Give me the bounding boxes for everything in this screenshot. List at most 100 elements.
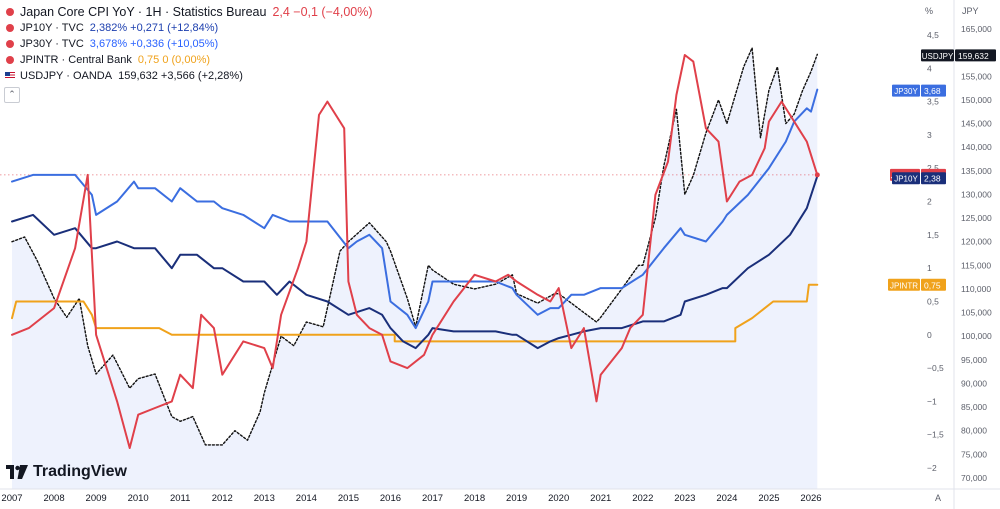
jp10y-dot-icon (6, 24, 14, 32)
badge-name-jpintr: JPINTR (890, 281, 918, 290)
legend-values: 159,632 +3,566 (+2,28%) (118, 70, 243, 82)
badge-name-jp10y: JP10Y (894, 175, 918, 184)
legend-name: JP30Y · TVC (20, 38, 84, 50)
us-flag-icon (5, 72, 15, 80)
x-tick-label: 2020 (548, 493, 569, 504)
badge-tag-usdjpy (921, 49, 954, 62)
pct-tick-label: 2 (927, 197, 932, 207)
jpy-tick-label: 85,000 (961, 402, 987, 412)
x-tick-label: 2017 (422, 493, 443, 504)
x-tick-label: 2018 (464, 493, 485, 504)
x-tick-label: 2021 (590, 493, 611, 504)
x-tick-label: 2010 (128, 493, 149, 504)
legend: Japan Core CPI YoY · 1H · Statistics Bur… (4, 4, 373, 103)
legend-row-jp10y[interactable]: JP10Y · TVC 2,382% +0,271 (+12,84%) (4, 20, 373, 36)
jpy-tick-label: 105,000 (961, 308, 992, 318)
jpy-tick-label: 145,000 (961, 119, 992, 129)
badge-value-bg-usdjpy (955, 49, 996, 62)
legend-values: 2,382% +0,271 (+12,84%) (89, 22, 219, 34)
badge-tag-jp10y (892, 172, 920, 185)
badge-value-jpintr: 0,75 (924, 280, 941, 290)
jpy-tick-label: 150,000 (961, 95, 992, 105)
legend-values: 0,75 0 (0,00%) (137, 54, 211, 66)
pct-tick-label: 1 (927, 263, 932, 273)
jpy-tick-label: 100,000 (961, 331, 992, 341)
jpy-axis-unit: JPY (962, 6, 979, 16)
badge-name-jp30y: JP30Y (894, 87, 918, 96)
pct-tick-label: −0,5 (927, 363, 944, 373)
x-tick-label: 2023 (674, 493, 695, 504)
collapse-legend-button[interactable]: ⌃ (4, 87, 20, 103)
legend-name: Japan Core CPI YoY · 1H · Statistics Bur… (20, 5, 267, 19)
x-tick-label: 2013 (254, 493, 275, 504)
x-tick-label: 2011 (170, 493, 190, 504)
legend-values: 3,678% +0,336 (+10,05%) (89, 38, 219, 50)
legend-row-cpi[interactable]: Japan Core CPI YoY · 1H · Statistics Bur… (4, 4, 373, 20)
series-line-jp10y[interactable] (11, 175, 819, 350)
pct-tick-label: −1 (927, 396, 937, 406)
jpy-tick-label: 95,000 (961, 355, 987, 365)
series-line-jp30y[interactable] (11, 88, 819, 330)
usdjpy-area (12, 47, 818, 490)
cpi-dot-icon (6, 8, 14, 16)
badge-tag-jpintr (888, 278, 920, 291)
pct-tick-label: 0 (927, 330, 932, 340)
badge-value-bg-jp10y (921, 172, 946, 185)
jpy-tick-label: 140,000 (961, 142, 992, 152)
jpy-tick-label: 130,000 (961, 189, 992, 199)
series-line-jpintr[interactable] (11, 283, 819, 343)
legend-name: USDJPY · OANDA (20, 70, 113, 82)
jpy-tick-label: 90,000 (961, 378, 987, 388)
pct-tick-label: 3 (927, 130, 932, 140)
pct-tick-label: 2,5 (927, 163, 939, 173)
badge-value-jp30y: 3,68 (924, 86, 941, 96)
pct-axis-unit: % (925, 6, 933, 16)
x-tick-label: 2026 (800, 493, 821, 504)
jpy-tick-label: 155,000 (961, 71, 992, 81)
jpy-tick-label: 125,000 (961, 213, 992, 223)
x-tick-label: 2015 (338, 493, 359, 504)
auto-scale-button: A (935, 493, 941, 503)
badge-value-bg-jp30y (921, 84, 946, 97)
x-tick-label: 2009 (86, 493, 107, 504)
tradingview-logo-icon (6, 465, 28, 479)
x-tick-label: 2012 (212, 493, 233, 504)
jpy-tick-label: 110,000 (961, 284, 991, 294)
legend-row-jpintr[interactable]: JPINTR · Central Bank 0,75 0 (0,00%) (4, 52, 373, 68)
x-tick-label: 2022 (632, 493, 653, 504)
pct-tick-label: 4 (927, 63, 932, 73)
pct-tick-label: 4,5 (927, 30, 939, 40)
jpy-tick-label: 115,000 (961, 260, 991, 270)
jpy-tick-label: 135,000 (961, 166, 992, 176)
legend-values: 2,4 −0,1 (−4,00%) (272, 5, 373, 19)
pct-tick-label: 1,5 (927, 230, 939, 240)
jpy-tick-label: 70,000 (961, 473, 987, 483)
pct-tick-label: 3,5 (927, 97, 939, 107)
jp30y-dot-icon (6, 40, 14, 48)
x-tick-label: 2007 (1, 493, 22, 504)
pct-tick-label: 0,5 (927, 296, 939, 306)
x-tick-label: 2008 (43, 493, 64, 504)
x-tick-label: 2019 (506, 493, 527, 504)
jpy-tick-label: 120,000 (961, 237, 992, 247)
series-line-usdjpy[interactable] (11, 47, 818, 446)
x-tick-label: 2014 (296, 493, 317, 504)
pct-tick-label: −1,5 (927, 430, 944, 440)
x-tick-label: 2024 (716, 493, 737, 504)
legend-name: JPINTR · Central Bank (20, 54, 132, 66)
tradingview-logo[interactable]: TradingView (6, 463, 127, 481)
jpintr-dot-icon (6, 56, 14, 64)
pct-tick-label: −2 (927, 463, 937, 473)
series-line-jpccpi[interactable] (11, 54, 819, 449)
jpy-tick-label: 80,000 (961, 426, 987, 436)
legend-row-jp30y[interactable]: JP30Y · TVC 3,678% +0,336 (+10,05%) (4, 36, 373, 52)
x-tick-label: 2016 (380, 493, 401, 504)
jpy-tick-label: 165,000 (961, 24, 992, 34)
badge-tag-jp30y (892, 84, 920, 97)
legend-row-usdjpy[interactable]: USDJPY · OANDA 159,632 +3,566 (+2,28%) (4, 68, 373, 84)
brand-name: TradingView (33, 463, 127, 480)
badge-value-jp10y: 2,38 (924, 174, 941, 184)
cpi-last-point (814, 172, 820, 178)
badge-value-bg-jpintr (921, 278, 946, 291)
